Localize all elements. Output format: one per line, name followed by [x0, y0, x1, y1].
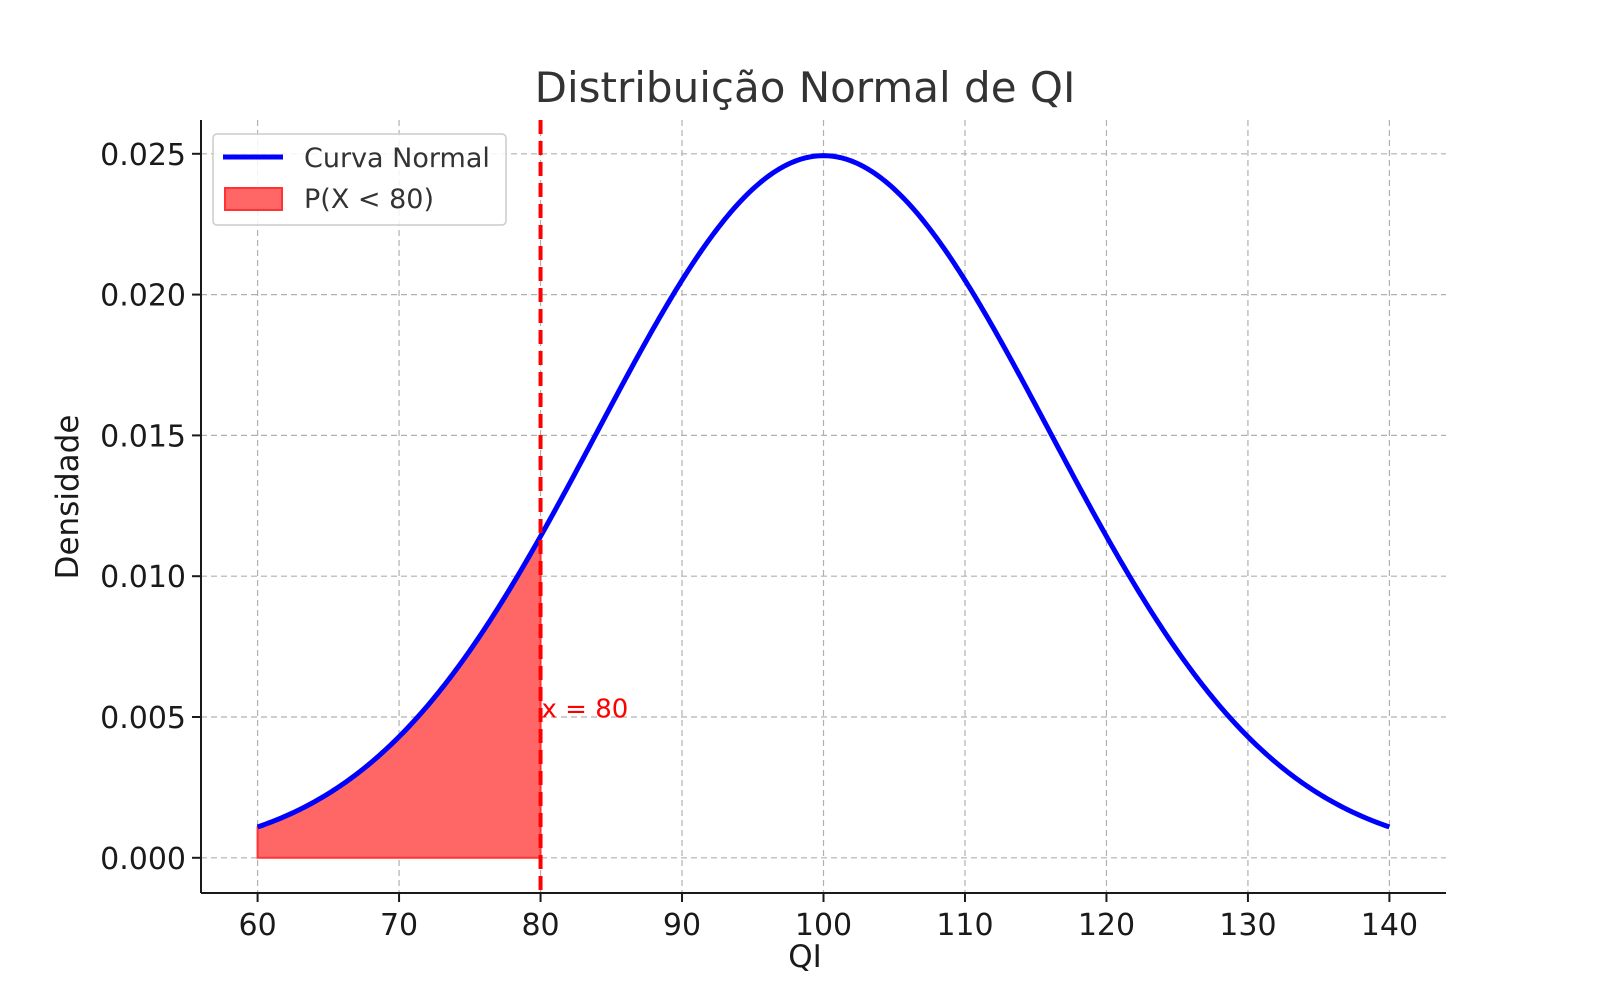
x-tick-label: 80 [521, 908, 559, 943]
y-axis-ticks: 0.000 0.005 0.010 0.015 0.020 0.025 [100, 138, 201, 877]
y-tick-label: 0.020 [100, 279, 186, 314]
legend: Curva Normal P(X < 80) [212, 133, 507, 226]
x-tick-label: 140 [1361, 908, 1418, 943]
legend-label-p-x-lt-80: P(X < 80) [304, 184, 434, 215]
legend-swatch-p-x-lt-80 [224, 187, 283, 211]
series-line-curva-normal [256, 153, 1391, 830]
x-tick-label: 60 [238, 908, 276, 943]
x-tick-label: 110 [936, 908, 993, 943]
x-axis-label: QI [788, 939, 822, 975]
y-tick-label: 0.015 [100, 419, 186, 454]
annotation-x-80: x = 80 [542, 695, 629, 725]
chart-title: Distribuição Normal de QI [535, 63, 1076, 112]
x-tick-label: 70 [380, 908, 418, 943]
legend-label-curva-normal: Curva Normal [304, 143, 490, 174]
y-tick-label: 0.010 [100, 560, 186, 595]
y-tick-label: 0.005 [100, 701, 186, 736]
x-tick-label: 130 [1219, 908, 1276, 943]
x-tick-label: 100 [795, 908, 852, 943]
legend-box [212, 133, 507, 226]
y-tick-label: 0.000 [100, 842, 186, 877]
x-axis-ticks: 60 70 80 90 100 110 120 130 140 [238, 893, 1418, 943]
x-tick-label: 90 [663, 908, 701, 943]
x-tick-label: 120 [1078, 908, 1135, 943]
y-tick-label: 0.025 [100, 138, 186, 173]
y-axis-label: Densidade [50, 415, 86, 580]
